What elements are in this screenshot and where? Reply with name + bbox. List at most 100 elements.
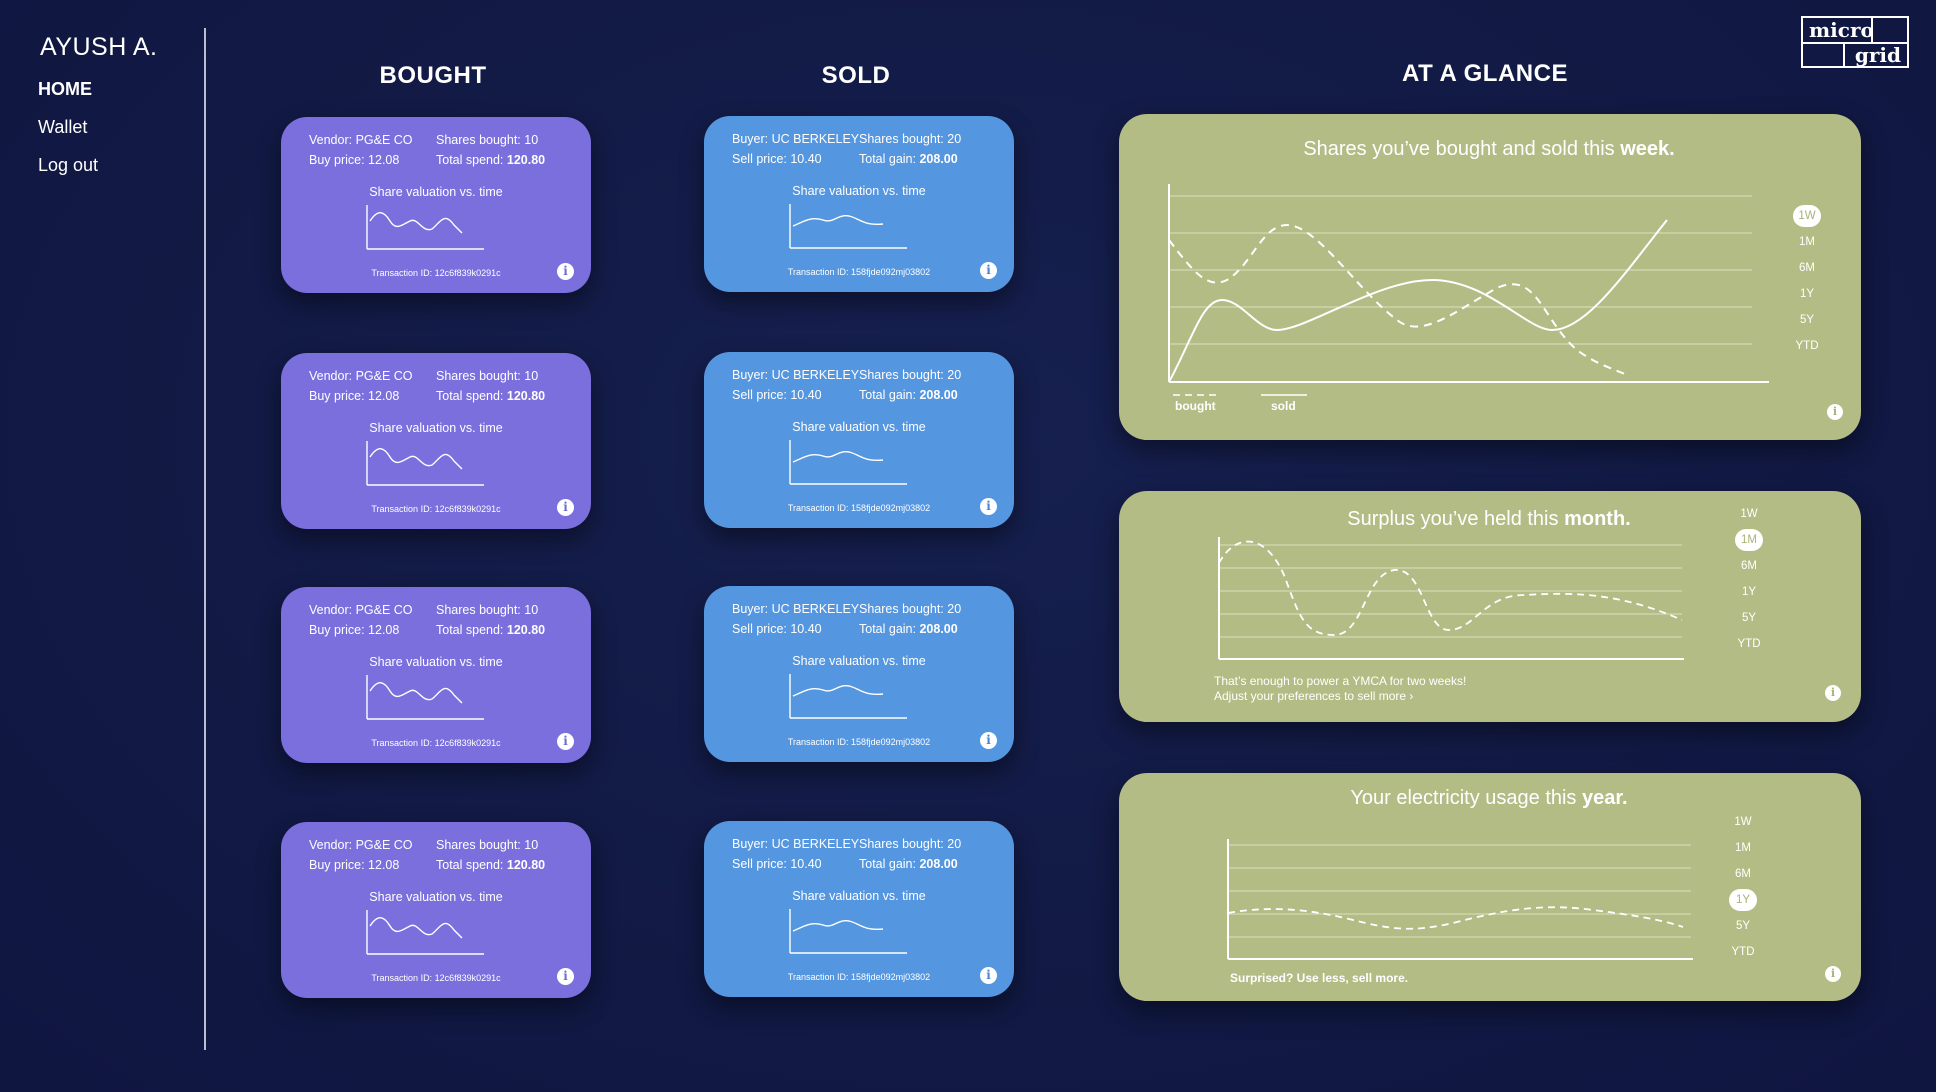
nav-logout-link[interactable]: Log out xyxy=(38,155,99,175)
card-chart-title: Share valuation vs. time xyxy=(792,184,926,198)
microgrid-logo: micro grid xyxy=(1801,16,1909,68)
range-6m-button[interactable]: 6M xyxy=(1799,262,1815,274)
bought-column-title: BOUGHT xyxy=(379,62,487,89)
sold-column-title: SOLD xyxy=(821,62,891,89)
card-buyer: Buyer: UC BERKELEY xyxy=(732,132,860,146)
legend-sold-swatch xyxy=(1261,394,1307,396)
range-1m-button[interactable]: 1M xyxy=(1735,842,1751,854)
glance-month-panel: Surplus you’ve held this month. That’s e… xyxy=(1119,491,1861,722)
card-shares: Shares bought: 10 xyxy=(436,133,539,147)
range-1y-button[interactable]: 1Y xyxy=(1799,288,1815,300)
bought-transaction-card[interactable]: Vendor: PG&E CO Shares bought: 10 Buy pric… xyxy=(281,117,591,293)
card-total: Total spend: 120.80 xyxy=(436,389,546,403)
glance-month-title: Surplus you’ve held this month. xyxy=(1347,508,1631,530)
range-5y-button[interactable]: 5Y xyxy=(1799,314,1815,326)
sold-line xyxy=(1168,219,1668,383)
glance-week-title: Shares you’ve bought and sold this week. xyxy=(1303,138,1675,160)
info-icon[interactable]: i xyxy=(557,968,574,985)
info-icon[interactable]: i xyxy=(1827,404,1843,420)
range-ytd-button[interactable]: YTD xyxy=(1795,340,1819,352)
info-icon[interactable]: i xyxy=(1825,966,1841,982)
sold-transaction-card[interactable]: Buyer: UC BERKELEY Shares bought: 20 Sell … xyxy=(704,586,1014,762)
card-shares: Shares bought: 10 xyxy=(436,838,539,852)
range-5y-button[interactable]: 5Y xyxy=(1735,920,1751,932)
info-icon[interactable]: i xyxy=(557,263,574,280)
card-transaction-id: Transaction ID: 12c6f839k0291c xyxy=(371,268,501,278)
bought-transaction-card[interactable]: Vendor: PG&E CO Shares bought: 10 Buy pric… xyxy=(281,587,591,763)
card-total: Total spend: 120.80 xyxy=(436,153,546,167)
sidebar-divider xyxy=(204,28,206,1050)
surplus-line xyxy=(1218,540,1683,636)
sold-transaction-card[interactable]: Buyer: UC BERKELEY Shares bought: 20 Sell … xyxy=(704,352,1014,528)
range-1m-button[interactable]: 1M xyxy=(1799,236,1815,248)
card-total: Total gain: 208.00 xyxy=(859,152,958,166)
adjust-preferences-link[interactable]: Adjust your preferences to sell more › xyxy=(1214,689,1414,703)
share-valuation-sparkline xyxy=(789,204,907,249)
card-price: Buy price: 12.08 xyxy=(309,858,400,872)
card-total: Total spend: 120.80 xyxy=(436,858,546,872)
card-buyer: Buyer: UC BERKELEY xyxy=(732,602,860,616)
card-price: Sell price: 10.40 xyxy=(732,857,822,871)
range-1y-button[interactable]: 1Y xyxy=(1729,889,1757,911)
range-1m-button[interactable]: 1M xyxy=(1735,529,1763,551)
range-ytd-button[interactable]: YTD xyxy=(1731,946,1755,958)
week-chart xyxy=(1168,184,1769,383)
share-valuation-sparkline xyxy=(366,205,484,250)
legend-sold-label: sold xyxy=(1271,399,1296,413)
info-icon[interactable]: i xyxy=(980,498,997,515)
card-total: Total gain: 208.00 xyxy=(859,622,958,636)
usage-line xyxy=(1227,906,1684,930)
range-ytd-button[interactable]: YTD xyxy=(1737,638,1761,650)
glance-year-title: Your electricity usage this year. xyxy=(1350,787,1628,809)
info-icon[interactable]: i xyxy=(557,733,574,750)
range-1w-button[interactable]: 1W xyxy=(1740,508,1758,520)
card-vendor: Vendor: PG&E CO xyxy=(309,603,413,617)
info-icon[interactable]: i xyxy=(557,499,574,516)
bought-transaction-card[interactable]: Vendor: PG&E CO Shares bought: 10 Buy pric… xyxy=(281,353,591,529)
card-vendor: Vendor: PG&E CO xyxy=(309,369,413,383)
card-chart-title: Share valuation vs. time xyxy=(369,655,503,669)
card-transaction-id: Transaction ID: 12c6f839k0291c xyxy=(371,504,501,514)
info-icon[interactable]: i xyxy=(980,262,997,279)
card-shares: Shares bought: 10 xyxy=(436,369,539,383)
range-1w-button[interactable]: 1W xyxy=(1734,816,1752,828)
card-transaction-id: Transaction ID: 158fjde092mj03802 xyxy=(787,503,931,513)
card-transaction-id: Transaction ID: 12c6f839k0291c xyxy=(371,738,501,748)
nav-home-link[interactable]: HOME xyxy=(38,79,92,99)
share-valuation-sparkline xyxy=(789,674,907,719)
info-icon[interactable]: i xyxy=(980,967,997,984)
card-chart-title: Share valuation vs. time xyxy=(792,654,926,668)
nav-wallet-link[interactable]: Wallet xyxy=(38,117,88,137)
card-price: Buy price: 12.08 xyxy=(309,623,400,637)
card-price: Buy price: 12.08 xyxy=(309,389,400,403)
glance-column-title: AT A GLANCE xyxy=(1402,60,1568,87)
card-shares: Shares bought: 20 xyxy=(859,837,962,851)
range-6m-button[interactable]: 6M xyxy=(1735,868,1751,880)
bought-transaction-card[interactable]: Vendor: PG&E CO Shares bought: 10 Buy pric… xyxy=(281,822,591,998)
legend-bought-swatch xyxy=(1173,394,1217,396)
card-shares: Shares bought: 20 xyxy=(859,132,962,146)
glance-year-panel: Your electricity usage this year. Surpri… xyxy=(1119,773,1861,1001)
card-chart-title: Share valuation vs. time xyxy=(369,890,503,904)
range-6m-button[interactable]: 6M xyxy=(1741,560,1757,572)
bought-line xyxy=(1168,223,1628,376)
card-buyer: Buyer: UC BERKELEY xyxy=(732,837,860,851)
range-5y-button[interactable]: 5Y xyxy=(1741,612,1757,624)
info-icon[interactable]: i xyxy=(1825,685,1841,701)
range-1w-button[interactable]: 1W xyxy=(1793,205,1821,227)
card-transaction-id: Transaction ID: 12c6f839k0291c xyxy=(371,973,501,983)
card-shares: Shares bought: 20 xyxy=(859,602,962,616)
share-valuation-sparkline xyxy=(789,909,907,954)
sold-transaction-card[interactable]: Buyer: UC BERKELEY Shares bought: 20 Sell … xyxy=(704,821,1014,997)
card-shares: Shares bought: 20 xyxy=(859,368,962,382)
sold-transaction-card[interactable]: Buyer: UC BERKELEY Shares bought: 20 Sell … xyxy=(704,116,1014,292)
card-price: Buy price: 12.08 xyxy=(309,153,400,167)
share-valuation-sparkline xyxy=(366,441,484,486)
share-valuation-sparkline xyxy=(789,440,907,485)
info-icon[interactable]: i xyxy=(980,732,997,749)
card-chart-title: Share valuation vs. time xyxy=(369,421,503,435)
logo-text-micro: micro xyxy=(1809,18,1874,42)
year-chart xyxy=(1227,839,1693,960)
range-1y-button[interactable]: 1Y xyxy=(1741,586,1757,598)
card-price: Sell price: 10.40 xyxy=(732,388,822,402)
